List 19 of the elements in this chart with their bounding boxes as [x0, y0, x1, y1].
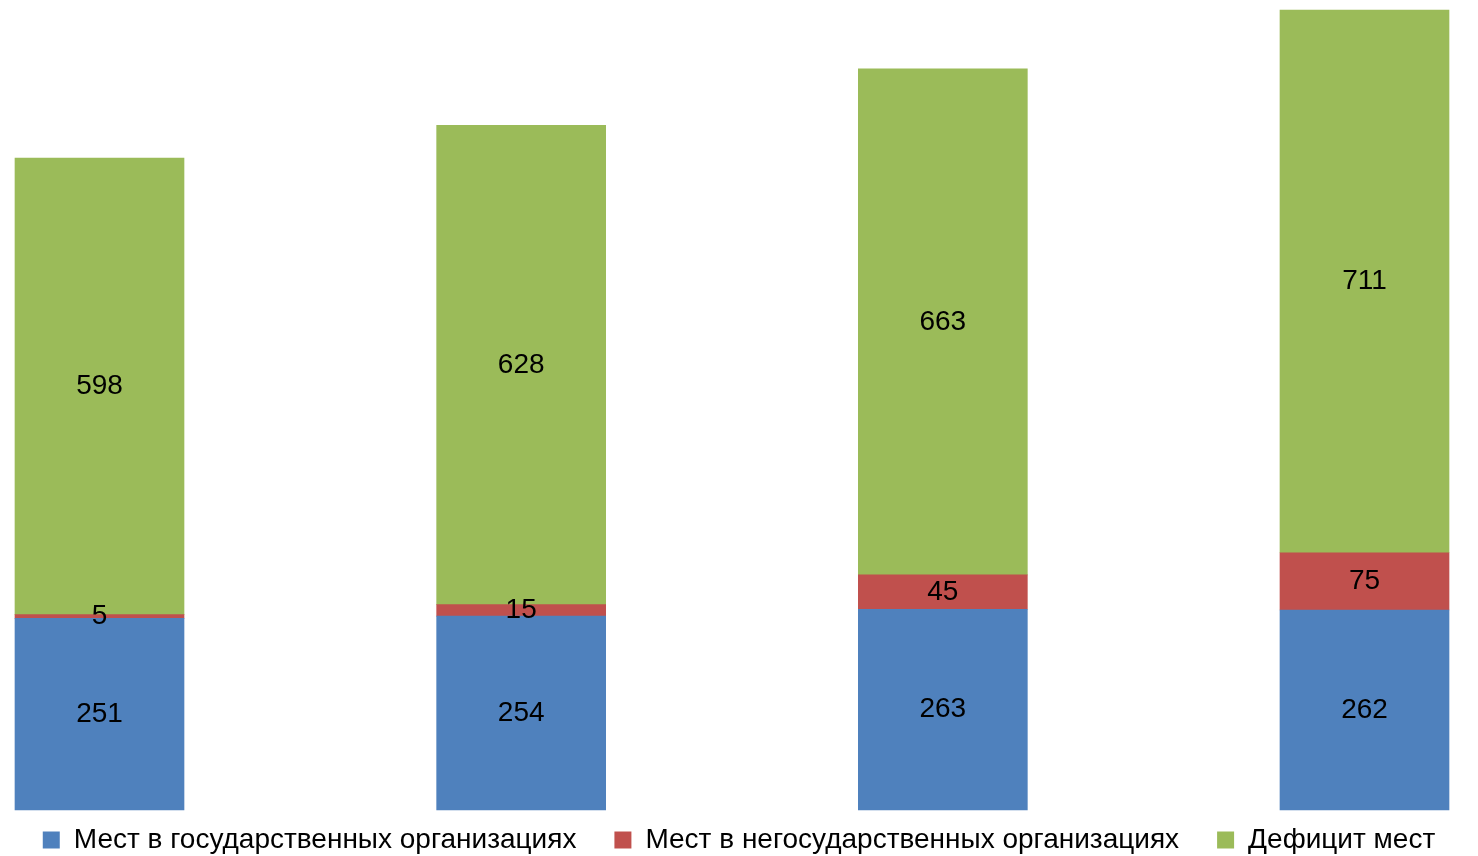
- data-label: 75: [1348, 564, 1381, 596]
- legend-label: Мест в негосударственных организациях: [645, 822, 1180, 854]
- bar: [858, 608, 1028, 811]
- bar: [1279, 9, 1450, 554]
- data-label: 628: [497, 347, 545, 379]
- data-label: 262: [1341, 692, 1388, 724]
- data-label: 263: [919, 692, 967, 724]
- data-label: 254: [497, 695, 545, 727]
- data-label: 45: [927, 574, 959, 606]
- bar: [1279, 552, 1450, 611]
- bar: [1279, 609, 1450, 811]
- data-label: 598: [76, 369, 123, 401]
- bar: [858, 574, 1028, 610]
- data-label: 663: [919, 304, 967, 336]
- data-label: 251: [76, 696, 123, 728]
- data-label: 711: [1342, 264, 1387, 296]
- legend-label: Дефицит мест: [1248, 822, 1436, 854]
- legend-label: Мест в государственных организациях: [73, 822, 577, 854]
- bar: [858, 68, 1028, 576]
